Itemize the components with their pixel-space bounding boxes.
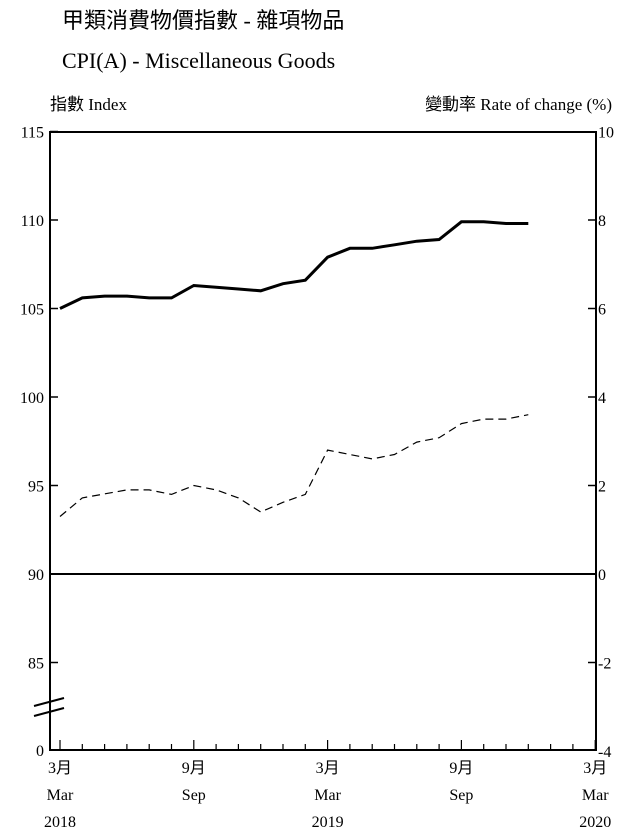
left-tick-label: 95 — [28, 479, 44, 496]
right-axis: 10 8 6 4 2 0 -2 -4 — [588, 125, 614, 761]
right-axis-label: 變動率 Rate of change (%) — [425, 95, 612, 114]
series-index-line — [59, 220, 529, 310]
left-tick-label: 0 — [36, 743, 44, 760]
left-tick-label: 115 — [21, 125, 44, 142]
x-tick-label-en: Sep — [449, 787, 473, 804]
left-axis-label: 指數 Index — [50, 95, 127, 114]
left-axis: 115 110 105 100 95 90 85 0 — [20, 125, 58, 760]
x-tick-label-zh: 3月 — [583, 760, 607, 777]
x-tick-label-year: 2020 — [579, 814, 611, 830]
left-tick-label: 90 — [28, 567, 44, 584]
right-tick-label: 4 — [598, 390, 606, 407]
right-tick-label: 8 — [598, 213, 606, 230]
left-tick-label: 105 — [20, 302, 44, 319]
x-tick-label-zh: 3月 — [316, 760, 340, 777]
x-axis: 3月 Mar 2018 9月 Sep 3月 Mar 2019 9月 Sep 3月 Mar 2020 — [44, 740, 611, 830]
chart-subtitle: CPI(A) - Miscellaneous Goods — [62, 48, 335, 73]
series-change-line — [59, 414, 529, 517]
x-tick-label-en: Sep — [182, 787, 206, 804]
right-tick-label: 2 — [598, 479, 606, 496]
right-tick-label: 10 — [598, 125, 614, 142]
right-tick-label: -4 — [598, 744, 611, 761]
left-tick-label: 100 — [20, 390, 44, 407]
left-tick-label: 85 — [28, 656, 44, 673]
right-tick-label: 0 — [598, 567, 606, 584]
plot-frame — [49, 131, 597, 751]
x-tick-label-zh: 3月 — [48, 760, 72, 777]
right-tick-label: -2 — [598, 656, 611, 673]
x-tick-label-zh: 9月 — [449, 760, 473, 777]
x-tick-label-year: 2018 — [44, 814, 76, 830]
series-group — [59, 220, 529, 517]
x-tick-label-en: Mar — [47, 787, 74, 804]
right-tick-label: 6 — [598, 302, 606, 319]
x-tick-label-en: Mar — [314, 787, 341, 804]
x-tick-label-zh: 9月 — [182, 760, 206, 777]
left-tick-label: 110 — [21, 213, 44, 230]
x-tick-label-en: Mar — [582, 787, 609, 804]
x-tick-label-year: 2019 — [312, 814, 344, 830]
axis-break — [33, 697, 65, 717]
chart-title: 甲類消費物價指數 - 雜項物品 — [62, 8, 344, 33]
